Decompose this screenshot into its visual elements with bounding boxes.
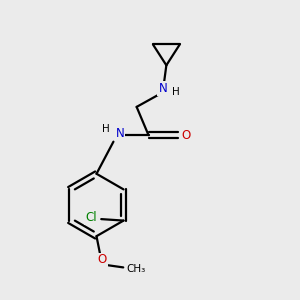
Text: Cl: Cl <box>85 212 97 224</box>
Text: N: N <box>116 127 124 140</box>
Text: O: O <box>98 254 107 266</box>
Text: O: O <box>182 129 191 142</box>
Text: CH₃: CH₃ <box>127 264 146 274</box>
Text: N: N <box>158 82 167 95</box>
Text: H: H <box>172 87 180 97</box>
Text: H: H <box>102 124 110 134</box>
